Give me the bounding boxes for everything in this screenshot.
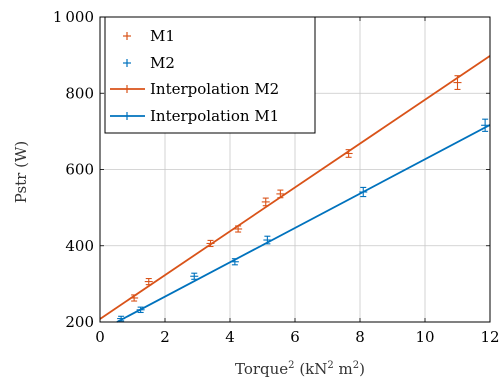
legend-label-m2: M2	[150, 54, 175, 72]
y-tick-label: 800	[65, 84, 94, 102]
data-point	[234, 225, 243, 233]
data-points	[117, 75, 490, 322]
data-point	[117, 315, 126, 322]
x-tick-label: 2	[160, 328, 170, 346]
legend-box	[104, 16, 316, 134]
x-axis-label: Torque2 (kN2 m2)	[235, 360, 365, 378]
legend-label-m1: M1	[150, 27, 175, 45]
legend-entry-m1: M1	[123, 27, 175, 45]
y-tick-label: 400	[65, 237, 94, 255]
y-tick-label: 600	[65, 161, 94, 179]
data-point	[481, 118, 490, 132]
data-point	[261, 197, 270, 207]
data-point	[276, 189, 285, 199]
data-point	[190, 272, 199, 280]
legend-marker-m1	[123, 32, 131, 40]
data-point	[230, 258, 239, 266]
legend-entry-interp-m1: Interpolation M1	[110, 107, 279, 125]
legend-label-interp-m2: Interpolation M2	[150, 80, 279, 98]
legend-label-interp-m1: Interpolation M1	[150, 107, 279, 125]
y-axis-label: Pstr (W)	[12, 141, 30, 203]
tick-labels: 0 2 4 6 8 10 12 200 400 600 800 1 000	[53, 8, 500, 346]
y-tick-label: 1 000	[53, 8, 94, 26]
legend-marker-m2	[123, 59, 131, 67]
y-tick-label: 200	[65, 313, 94, 331]
legend-entry-m2: M2	[123, 54, 175, 72]
x-tick-label: 4	[225, 328, 235, 346]
x-tick-label: 6	[290, 328, 300, 346]
data-point	[130, 294, 139, 302]
interpolation-lines	[99, 55, 491, 323]
data-point	[453, 75, 462, 90]
legend-line-interp-m2	[110, 85, 145, 93]
x-tick-label: 10	[415, 328, 434, 346]
data-point	[344, 149, 353, 158]
interpolation-line	[116, 124, 491, 323]
x-tick-label: 8	[355, 328, 365, 346]
data-point	[144, 277, 153, 286]
legend-line-interp-m1	[110, 112, 145, 120]
legend: M1 M2 Interpolation M2 Interpolation M1	[104, 16, 316, 134]
legend-entry-interp-m2: Interpolation M2	[110, 80, 279, 98]
data-point	[206, 239, 215, 248]
interpolation-line	[99, 55, 491, 320]
x-tick-label: 12	[480, 328, 499, 346]
data-point	[359, 186, 368, 198]
x-tick-label: 0	[95, 328, 105, 346]
data-point	[136, 306, 145, 314]
data-point	[263, 235, 272, 245]
